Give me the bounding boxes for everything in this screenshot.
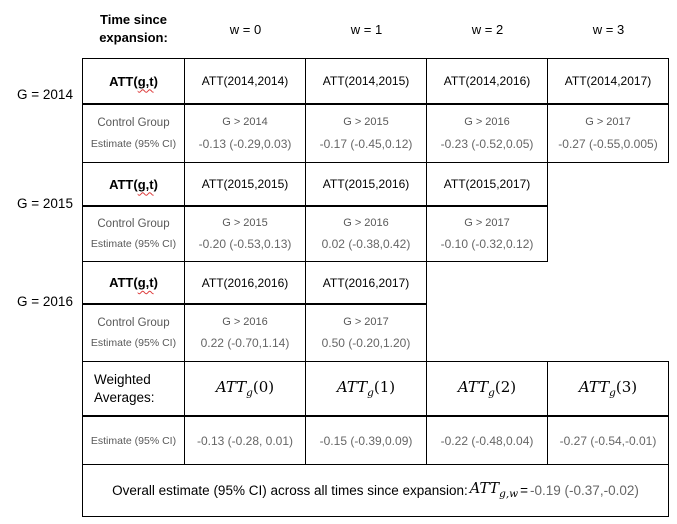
estimate-value: -0.23 (-0.52,0.05)	[440, 136, 534, 151]
estimate-ci-label: Estimate (95% CI)	[90, 238, 177, 250]
empty-cell	[548, 305, 669, 362]
att-cell-2014-2017: ATT(2014,2017)	[548, 58, 669, 105]
estimate-cell-2016-w1: G > 2017 0.50 (-0.20,1.20)	[306, 305, 427, 362]
estimate-cell-2015-w0: G > 2015 -0.20 (-0.53,0.13)	[185, 207, 306, 262]
overall-estimate-value: -0.19 (-0.37,-0.02)	[530, 483, 639, 498]
estimate-cell-2015-w2: G > 2017 -0.10 (-0.32,0.12)	[427, 207, 548, 262]
control-group-value: G > 2017	[585, 116, 631, 129]
att-cell-2014-2014: ATT(2014,2014)	[185, 58, 306, 105]
col-header-w0: w = 0	[229, 21, 262, 37]
control-group-value: G > 2016	[222, 316, 268, 328]
col-header-w2: w = 2	[471, 21, 504, 37]
att-gt-text: ATT(g,t)	[109, 73, 158, 89]
table-top-header: Time since expansion: w = 0 w = 1 w = 2 …	[82, 8, 669, 50]
estimate-value: 0.22 (-0.70,1.14)	[200, 336, 290, 350]
row-labels-2015: Control Group Estimate (95% CI)	[82, 207, 185, 262]
att-cell-2015-2016: ATT(2015,2016)	[306, 163, 427, 207]
estimate-cell-2014-w1: G > 2015 -0.17 (-0.45,0.12)	[306, 105, 427, 163]
weighted-avg-header-w2: ATTg(2)	[427, 362, 548, 417]
empty-cell	[427, 305, 548, 362]
att-cell-2014-2016: ATT(2014,2016)	[427, 58, 548, 105]
row-labels-2014: Control Group Estimate (95% CI)	[82, 105, 185, 163]
group-label-2014: G = 2014	[17, 87, 73, 102]
att-gt-text: ATT(g,t)	[109, 275, 158, 290]
estimate-ci-label: Estimate (95% CI)	[90, 138, 177, 150]
weighted-avg-header-w3: ATTg(3)	[548, 362, 669, 417]
att-cell-2016-2016: ATT(2016,2016)	[185, 262, 306, 305]
overall-estimate-text: Overall estimate (95% CI) across all tim…	[112, 483, 468, 498]
att-cell-2014-2015: ATT(2014,2015)	[306, 58, 427, 105]
weighted-averages-label: Weighted Averages:	[82, 362, 185, 417]
equals-sign: =	[520, 483, 529, 498]
spellcheck-squiggle: g,t	[137, 73, 154, 89]
att-gt-header-2015: ATT(g,t)	[82, 163, 185, 207]
att-cell-2015-2015: ATT(2015,2015)	[185, 163, 306, 207]
control-group-label: Control Group	[97, 218, 170, 230]
group-label-2016: G = 2016	[17, 294, 73, 309]
weighted-estimate-w3: -0.27 (-0.54,-0.01)	[548, 417, 669, 465]
estimate-cell-2014-w0: G > 2014 -0.13 (-0.29,0.03)	[185, 105, 306, 163]
estimate-cell-2014-w3: G > 2017 -0.27 (-0.55,0.005)	[548, 105, 669, 163]
control-group-value: G > 2016	[343, 217, 389, 230]
time-since-expansion-label: Time since expansion:	[99, 12, 168, 45]
estimate-cell-2014-w2: G > 2016 -0.23 (-0.52,0.05)	[427, 105, 548, 163]
math-attgw: ATTg,w	[469, 481, 519, 500]
att-gt-text: ATT(g,t)	[109, 176, 158, 192]
att-table: ATT(g,t) ATT(2014,2014) ATT(2014,2015) A…	[82, 58, 669, 517]
control-group-value: G > 2015	[343, 116, 389, 129]
att-gt-header-2014: ATT(g,t)	[82, 58, 185, 105]
att-gt-header-2016: ATT(g,t)	[82, 262, 185, 305]
group-label-2015: G = 2015	[17, 196, 73, 211]
weighted-avg-header-w1: ATTg(1)	[306, 362, 427, 417]
att-cell-2016-2017: ATT(2016,2017)	[306, 262, 427, 305]
spellcheck-squiggle: g,t	[137, 275, 154, 290]
math-attg1: ATTg(1)	[336, 378, 396, 399]
control-group-label: Control Group	[97, 117, 170, 129]
overall-estimate-row: Overall estimate (95% CI) across all tim…	[82, 465, 669, 517]
math-attg2: ATTg(2)	[457, 378, 517, 399]
col-header-w3: w = 3	[592, 21, 625, 37]
row-labels-2016: Control Group Estimate (95% CI)	[82, 305, 185, 362]
weighted-estimate-w1: -0.15 (-0.39,0.09)	[306, 417, 427, 465]
estimate-value: 0.02 (-0.38,0.42)	[321, 236, 411, 251]
estimate-value: -0.20 (-0.53,0.13)	[198, 236, 292, 251]
control-group-value: G > 2016	[464, 116, 510, 129]
weighted-avg-header-w0: ATTg(0)	[185, 362, 306, 417]
estimate-value: -0.13 (-0.29,0.03)	[198, 136, 292, 151]
control-group-label: Control Group	[97, 316, 170, 329]
estimate-value: 0.50 (-0.20,1.20)	[321, 336, 411, 350]
att-cell-2015-2017: ATT(2015,2017)	[427, 163, 548, 207]
control-group-value: G > 2017	[343, 316, 389, 328]
estimate-cell-2015-w1: G > 2016 0.02 (-0.38,0.42)	[306, 207, 427, 262]
control-group-value: G > 2017	[464, 217, 510, 230]
spellcheck-squiggle: g,t	[137, 176, 154, 192]
estimate-ci-label: Estimate (95% CI)	[90, 337, 177, 350]
col-header-w1: w = 1	[350, 21, 383, 37]
estimate-value: -0.17 (-0.45,0.12)	[319, 136, 413, 151]
weighted-estimate-label: Estimate (95% CI)	[82, 417, 185, 465]
estimate-cell-2016-w0: G > 2016 0.22 (-0.70,1.14)	[185, 305, 306, 362]
math-attg3: ATTg(3)	[578, 378, 638, 399]
estimate-value: -0.27 (-0.55,0.005)	[558, 136, 658, 151]
math-attg0: ATTg(0)	[215, 378, 275, 399]
control-group-value: G > 2014	[222, 116, 268, 129]
control-group-value: G > 2015	[222, 217, 268, 230]
weighted-estimate-w2: -0.22 (-0.48,0.04)	[427, 417, 548, 465]
estimate-value: -0.10 (-0.32,0.12)	[440, 236, 534, 251]
weighted-estimate-w0: -0.13 (-0.28, 0.01)	[185, 417, 306, 465]
